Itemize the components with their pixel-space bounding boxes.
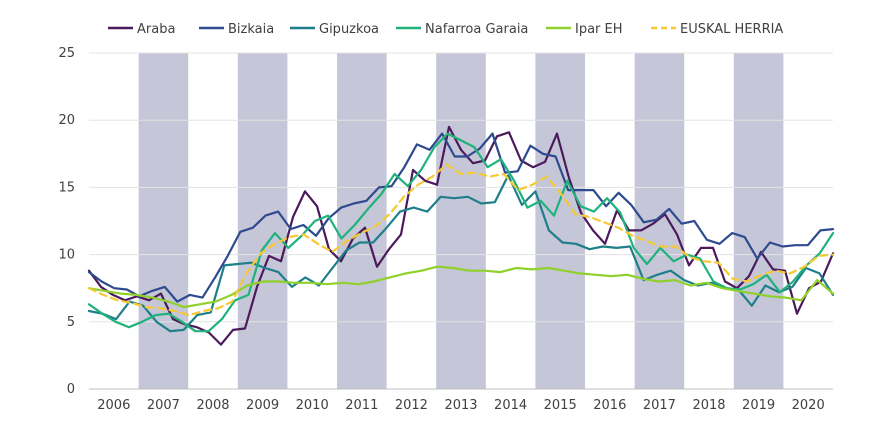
x-tick-label: 2009: [246, 398, 279, 413]
y-tick-label: 10: [58, 248, 75, 263]
x-tick-label: 2016: [593, 398, 626, 413]
x-tick-label: 2008: [196, 398, 229, 413]
y-tick-label: 25: [58, 46, 75, 61]
legend-item-ipar-eh: Ipar EH: [546, 22, 623, 37]
legend: Araba Bizkaia Gipuzkoa Nafarroa Garaia Ipar …: [108, 22, 783, 37]
legend-item-nafarroa-garaia: Nafarroa Garaia: [396, 22, 528, 37]
shaded-band-2009: [237, 53, 288, 389]
legend-label: Araba: [137, 22, 175, 37]
legend-item-bizkaia: Bizkaia: [199, 22, 274, 37]
legend-label: Gipuzkoa: [319, 22, 379, 37]
shaded-band-2015: [535, 53, 585, 389]
shaded-band-2011: [337, 53, 387, 389]
x-tick-label: 2014: [494, 398, 527, 413]
legend-label: Ipar EH: [575, 22, 623, 37]
x-tick-label: 2020: [792, 398, 825, 413]
x-tick-label: 2013: [444, 398, 477, 413]
legend-label: Nafarroa Garaia: [425, 22, 528, 37]
legend-label: EUSKAL HERRIA: [680, 22, 783, 37]
x-tick-label: 2011: [345, 398, 378, 413]
shaded-year-bands: [138, 53, 784, 389]
series-line-bizkaia: [87, 132, 835, 303]
legend-item-euskal-herria: EUSKAL HERRIA: [651, 22, 783, 37]
x-tick-label: 2017: [643, 398, 676, 413]
x-tick-label: 2012: [395, 398, 428, 413]
y-tick-label: 5: [67, 315, 75, 330]
y-axis: 0 5 10 15 20 25: [58, 46, 75, 397]
shaded-band-2019: [733, 53, 784, 389]
x-axis: 2006 2007 2008 2009 2010 2011 2012 2013 2014 2015…: [97, 398, 824, 413]
y-tick-label: 20: [58, 113, 75, 128]
x-tick-label: 2007: [147, 398, 180, 413]
x-tick-label: 2010: [296, 398, 329, 413]
series-lines: [87, 125, 835, 346]
series-line-araba: [87, 125, 835, 346]
x-tick-label: 2018: [692, 398, 725, 413]
legend-item-gipuzkoa: Gipuzkoa: [290, 22, 379, 37]
series-line-nafarroa-garaia: [87, 132, 835, 333]
series-line-euskal-herria: [87, 163, 835, 317]
legend-item-araba: Araba: [108, 22, 175, 37]
gridlines: [89, 52, 833, 390]
y-tick-label: 0: [67, 382, 75, 397]
shaded-band-2007: [138, 53, 189, 389]
x-tick-label: 2019: [742, 398, 775, 413]
y-tick-label: 15: [58, 180, 75, 195]
legend-label: Bizkaia: [228, 22, 274, 37]
x-tick-label: 2006: [97, 398, 130, 413]
x-tick-label: 2015: [544, 398, 577, 413]
shaded-band-2013: [436, 53, 486, 389]
series-line-ipar-eh: [87, 265, 835, 309]
